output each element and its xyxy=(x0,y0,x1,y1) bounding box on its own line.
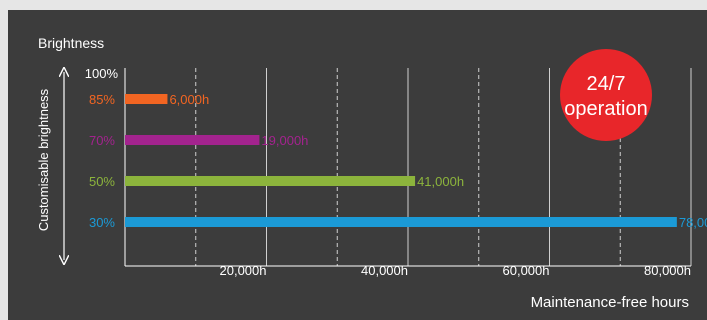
bar-chart: Brightness Customisable brightness 100% … xyxy=(8,10,707,320)
badge-line2: operation xyxy=(564,98,647,120)
bar-value-label: 19,000h xyxy=(261,133,308,148)
category-label: 50% xyxy=(89,174,115,189)
x-tick-label: 60,000h xyxy=(503,263,550,278)
y-axis-label: Customisable brightness xyxy=(36,88,51,231)
bar-value-label: 6,000h xyxy=(169,92,209,107)
bar xyxy=(125,94,167,104)
operation-badge xyxy=(560,49,652,141)
x-tick-label: 40,000h xyxy=(361,263,408,278)
bar xyxy=(125,135,259,145)
x-tick-label: 20,000h xyxy=(220,263,267,278)
bar-value-label: 41,000h xyxy=(417,174,464,189)
category-label: 70% xyxy=(89,133,115,148)
bar xyxy=(125,217,677,227)
chart-panel: Brightness Customisable brightness 100% … xyxy=(8,10,707,320)
y-top-label: 100% xyxy=(85,66,119,81)
bar xyxy=(125,176,415,186)
bar-value-label: 78,000h xyxy=(679,215,707,230)
badge-line1: 24/7 xyxy=(587,73,626,95)
x-axis-label: Maintenance-free hours xyxy=(531,294,689,311)
chart-title: Brightness xyxy=(38,35,104,51)
category-label: 30% xyxy=(89,215,115,230)
category-label: 85% xyxy=(89,92,115,107)
x-tick-label: 80,000h xyxy=(644,263,691,278)
